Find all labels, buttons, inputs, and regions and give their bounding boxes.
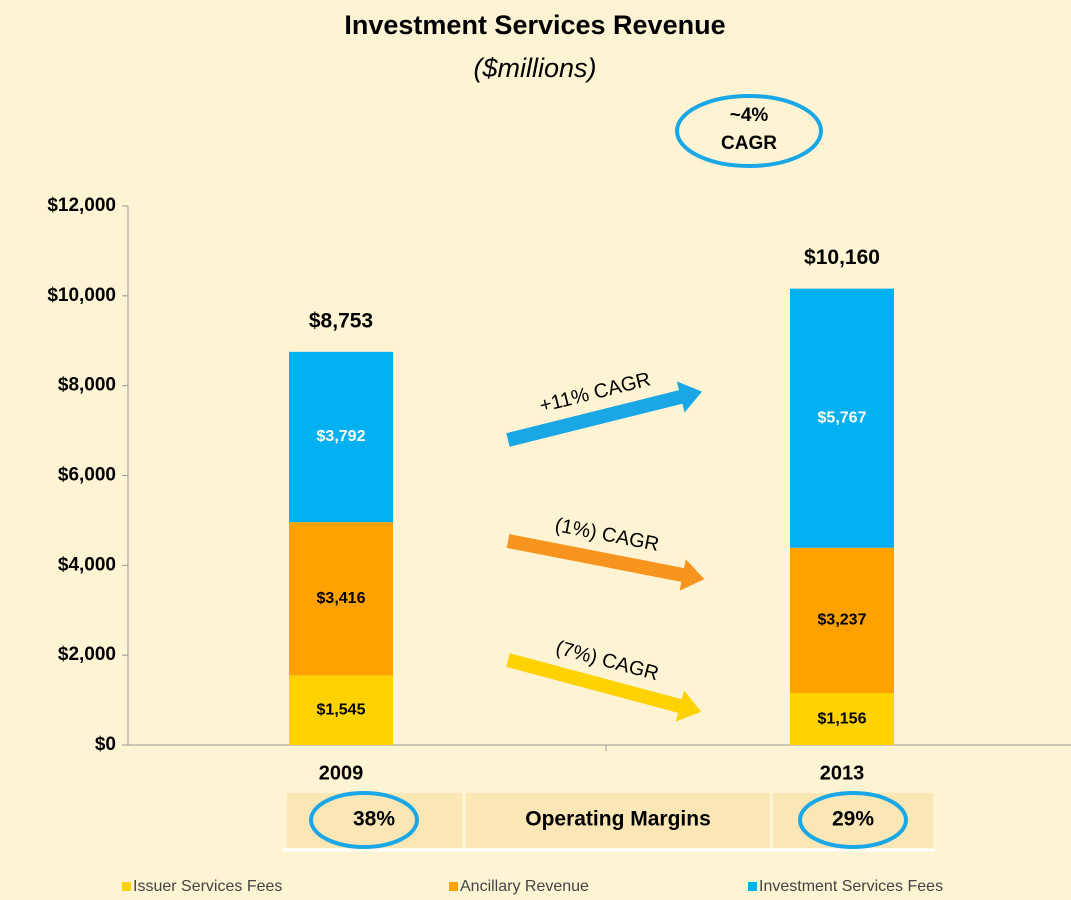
arrow-shape <box>506 653 702 722</box>
table-cell <box>287 793 462 848</box>
bar-segment <box>790 547 894 694</box>
legend-label: Ancillary Revenue <box>460 878 589 895</box>
y-tick-label: $2,000 <box>58 644 116 665</box>
chart-title: Investment Services Revenue <box>344 10 725 40</box>
legend-swatch <box>122 882 131 891</box>
arrow-shape <box>506 534 705 591</box>
bar-segment <box>289 351 393 523</box>
value-label: $1,545 <box>317 702 366 719</box>
y-tick-label: $4,000 <box>58 554 116 575</box>
value-label: $1,156 <box>818 710 867 727</box>
x-tick-label: 2013 <box>820 762 865 784</box>
margin-circle <box>798 791 908 849</box>
total-label: $10,160 <box>804 246 880 269</box>
cagr-circle <box>675 94 823 168</box>
value-label: $5,767 <box>818 409 867 426</box>
arrow-shape <box>506 381 703 447</box>
bar-segment <box>289 522 393 676</box>
y-tick-label: $6,000 <box>58 465 116 486</box>
legend-swatch <box>748 882 757 891</box>
cagr-arrow: +11% CAGR <box>506 368 703 447</box>
total-label: $8,753 <box>309 309 373 332</box>
cagr-text: CAGR <box>721 133 777 154</box>
value-label: $3,792 <box>317 428 366 445</box>
y-tick-label: $8,000 <box>58 375 116 396</box>
legend-swatch <box>449 882 458 891</box>
bar-segment <box>289 675 393 745</box>
legend-label: Investment Services Fees <box>759 878 943 895</box>
y-tick-label: $0 <box>95 734 116 755</box>
table-label: Operating Margins <box>525 808 711 831</box>
cagr-arrow: (7%) CAGR <box>506 637 702 722</box>
legend-label: Issuer Services Fees <box>133 878 282 895</box>
y-tick-label: $12,000 <box>47 195 116 216</box>
margin-value: 29% <box>832 808 874 831</box>
chart-subtitle: ($millions) <box>473 53 596 83</box>
value-label: $3,237 <box>818 612 867 629</box>
bar-segment <box>790 288 894 548</box>
bar-segment <box>790 693 894 745</box>
y-tick-label: $10,000 <box>47 285 116 306</box>
cagr-text: ~4% <box>730 105 769 126</box>
margin-circle <box>309 791 419 849</box>
margin-value: 38% <box>353 808 395 831</box>
value-label: $3,416 <box>317 590 366 607</box>
table-cell <box>466 793 770 848</box>
cagr-arrow: (1%) CAGR <box>506 514 705 591</box>
x-tick-label: 2009 <box>319 762 364 784</box>
